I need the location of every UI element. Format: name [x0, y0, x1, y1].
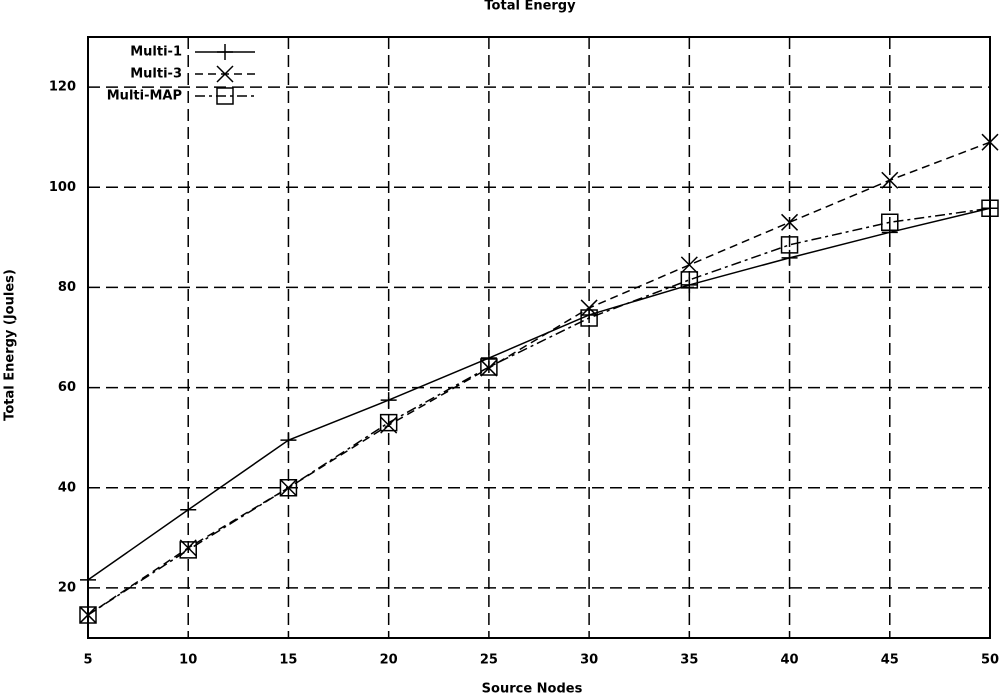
x-tick-label: 10 [179, 653, 197, 668]
y-tick-label: 40 [58, 480, 76, 495]
marker [79, 606, 97, 624]
y-axis-label: Total Energy (Joules) [3, 269, 18, 421]
marker [217, 44, 233, 60]
marker [379, 413, 398, 432]
x-tick-label: 35 [680, 653, 698, 668]
series-line [87, 207, 991, 616]
y-tick-label: 100 [49, 180, 76, 195]
marker [480, 358, 498, 376]
marker [881, 224, 898, 241]
x-tick-label: 25 [480, 653, 498, 668]
marker [216, 65, 234, 83]
x-tick-label: 5 [83, 653, 92, 668]
marker [80, 571, 96, 588]
legend-label: Multi-1 [130, 45, 182, 60]
series-line [87, 207, 991, 581]
marker [681, 276, 698, 293]
marker [280, 432, 297, 449]
plot-frame [87, 36, 991, 639]
marker [580, 299, 598, 317]
chart-title: Total Energy [484, 0, 576, 14]
y-tick-label: 120 [49, 80, 76, 95]
series-line [87, 141, 991, 616]
marker [981, 133, 999, 151]
marker [179, 541, 197, 559]
y-tick-label: 80 [58, 280, 76, 295]
marker [981, 199, 999, 218]
y-tick-label: 60 [58, 380, 76, 395]
marker [680, 271, 699, 289]
marker [79, 606, 97, 624]
marker [279, 479, 298, 497]
x-tick-label: 20 [380, 653, 398, 668]
marker [480, 350, 497, 367]
marker [881, 171, 899, 189]
marker [780, 236, 799, 254]
x-tick-label: 50 [981, 653, 999, 668]
y-tick-label: 20 [58, 580, 76, 595]
x-tick-label: 45 [881, 653, 899, 668]
legend-label: Multi-3 [130, 67, 182, 82]
marker [680, 256, 698, 274]
marker [881, 213, 899, 232]
marker [982, 200, 998, 217]
x-tick-label: 30 [580, 653, 598, 668]
marker [580, 309, 598, 327]
legend-label: Multi-MAP [107, 89, 182, 104]
x-tick-label: 15 [279, 653, 297, 668]
x-axis-label: Source Nodes [482, 682, 583, 697]
marker [380, 392, 397, 409]
marker [180, 501, 197, 518]
marker [781, 213, 799, 231]
marker [216, 87, 234, 105]
marker [480, 359, 498, 377]
x-tick-label: 40 [781, 653, 799, 668]
